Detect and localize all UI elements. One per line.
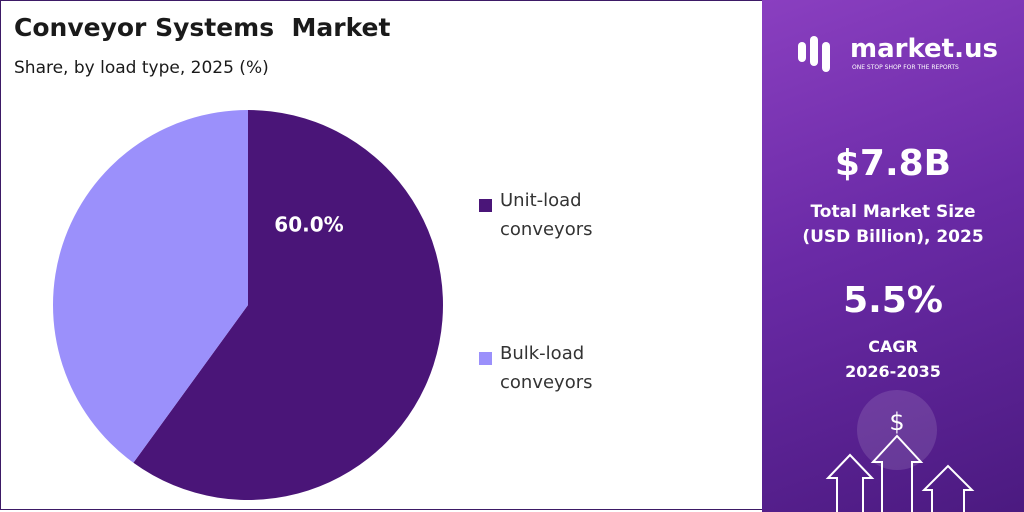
coin-glow — [857, 390, 937, 470]
legend-label: Bulk-load conveyors — [500, 343, 593, 393]
legend-item: Unit-load conveyors — [479, 190, 620, 244]
cagr-label: CAGR 2026-2035 — [845, 337, 941, 381]
pie-slice — [52, 110, 248, 463]
chart-panel: Conveyor Systems Market Share, by load t… — [0, 0, 762, 510]
data-label: 60.0% — [274, 213, 343, 237]
market-size-label: Total Market Size (USD Billion), 2025 — [802, 202, 984, 247]
cagr-value: 5.5% — [843, 280, 943, 321]
decoration: $ — [798, 36, 975, 512]
side-panel: $ market.us ONE STOP SHOP FOR THE REPORT… — [762, 0, 1024, 512]
market-size-value: $7.8B — [834, 143, 952, 184]
chart-title: Conveyor Systems Market — [14, 13, 391, 42]
pie-slice — [133, 110, 443, 500]
legend-item: Bulk-load conveyors — [479, 343, 620, 397]
pie-chart: 60.0% — [52, 110, 443, 500]
brand-tagline: ONE STOP SHOP FOR THE REPORTS — [852, 64, 959, 71]
brand-name: market.us — [850, 34, 998, 64]
arrows — [825, 434, 975, 512]
legend-swatch — [479, 199, 492, 212]
logo-icon — [798, 36, 830, 72]
dollar-icon: $ — [889, 408, 904, 436]
legend-label: Unit-load conveyors — [500, 190, 593, 240]
chart-subtitle: Share, by load type, 2025 (%) — [14, 58, 269, 78]
legend-swatch — [479, 352, 492, 365]
